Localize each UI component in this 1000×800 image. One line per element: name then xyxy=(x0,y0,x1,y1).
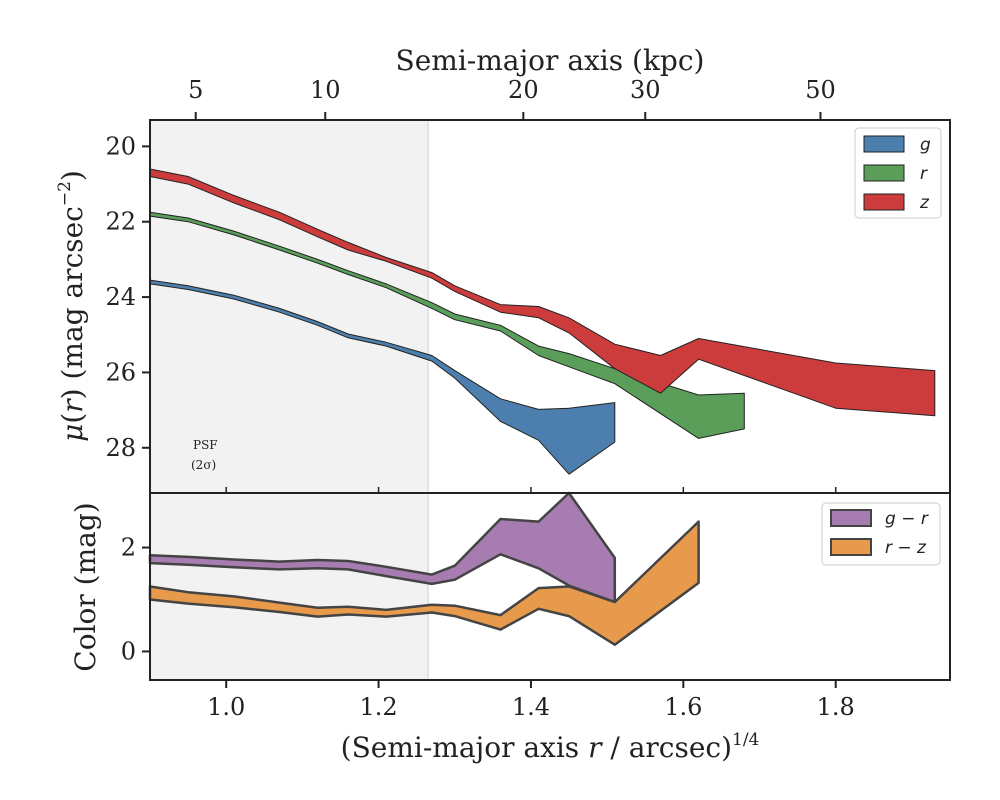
bottom-ytick-label: 0 xyxy=(121,637,136,665)
series-band-z xyxy=(149,168,936,417)
bottom-xtick-label: 1.8 xyxy=(817,693,855,721)
top-ytick-label: 22 xyxy=(105,208,136,236)
series-band-g xyxy=(149,279,616,475)
bottom-xtick-label: 1.4 xyxy=(512,693,550,721)
kpc-tick-label: 50 xyxy=(805,76,836,104)
top-y-ticks: 20 22 24 26 28 xyxy=(105,132,150,462)
legend-swatch-r xyxy=(863,164,905,182)
top-ytick-label: 20 xyxy=(105,132,136,160)
top-ytick-label: 28 xyxy=(105,434,136,462)
kpc-ticks: 5 10 20 30 50 xyxy=(188,76,836,120)
psf-shaded-region-bottom xyxy=(150,493,429,680)
legend-label-r: r xyxy=(920,164,928,184)
kpc-tick-label: 10 xyxy=(310,76,341,104)
psf-note-line2: (2σ) xyxy=(191,458,216,472)
legend-swatch-z xyxy=(863,193,905,211)
kpc-tick-label: 20 xyxy=(508,76,539,104)
color-series-group xyxy=(148,491,700,646)
top-legend: g r z xyxy=(854,127,942,219)
bottom-y-axis-title: Color (mag) xyxy=(69,502,102,671)
legend-label-g: g xyxy=(920,135,931,155)
legend-label-g-r: g − r xyxy=(885,509,929,529)
bottom-xtick-label: 1.6 xyxy=(664,693,702,721)
top-ytick-label: 24 xyxy=(105,283,136,311)
psf-shaded-region xyxy=(150,120,429,493)
psf-note-line1: PSF xyxy=(193,438,218,452)
surface-brightness-panel: 20 22 24 26 28 5 10 20 30 50 PSF (2σ) g r z Semi… xyxy=(55,44,951,494)
bottom-xtick-label: 1.0 xyxy=(207,693,245,721)
bottom-x-axis-title: (Semi-major axis r / arcsec)1/4 xyxy=(341,730,760,764)
bottom-x-ticks: 1.0 1.2 1.4 1.6 1.8 xyxy=(207,680,855,721)
series-band-r-z xyxy=(148,520,700,646)
band-series-group xyxy=(149,168,936,475)
legend-swatch-g-r xyxy=(830,509,872,527)
top-x-axis-title: Semi-major axis (kpc) xyxy=(396,44,705,77)
bottom-y-ticks: 02 xyxy=(121,534,150,665)
legend-label-z: z xyxy=(919,193,930,213)
kpc-tick-label: 30 xyxy=(630,76,661,104)
legend-label-r-z: r − z xyxy=(885,538,927,558)
bottom-ytick-label: 2 xyxy=(121,534,136,562)
top-y-axis-title: μ(r) (mag arcsec−2) xyxy=(55,170,89,442)
bottom-xtick-label: 1.2 xyxy=(359,693,397,721)
legend-swatch-g xyxy=(863,135,905,153)
kpc-tick-label: 5 xyxy=(188,76,203,104)
color-panel: 02 1.0 1.2 1.4 1.6 1.8 g − r r − z Color (ma… xyxy=(69,491,951,764)
top-ytick-label: 26 xyxy=(105,358,136,386)
bottom-axes-frame xyxy=(149,492,951,681)
bottom-legend: g − r r − z xyxy=(821,502,941,566)
series-band-r xyxy=(149,211,745,439)
legend-swatch-r-z xyxy=(830,538,872,556)
